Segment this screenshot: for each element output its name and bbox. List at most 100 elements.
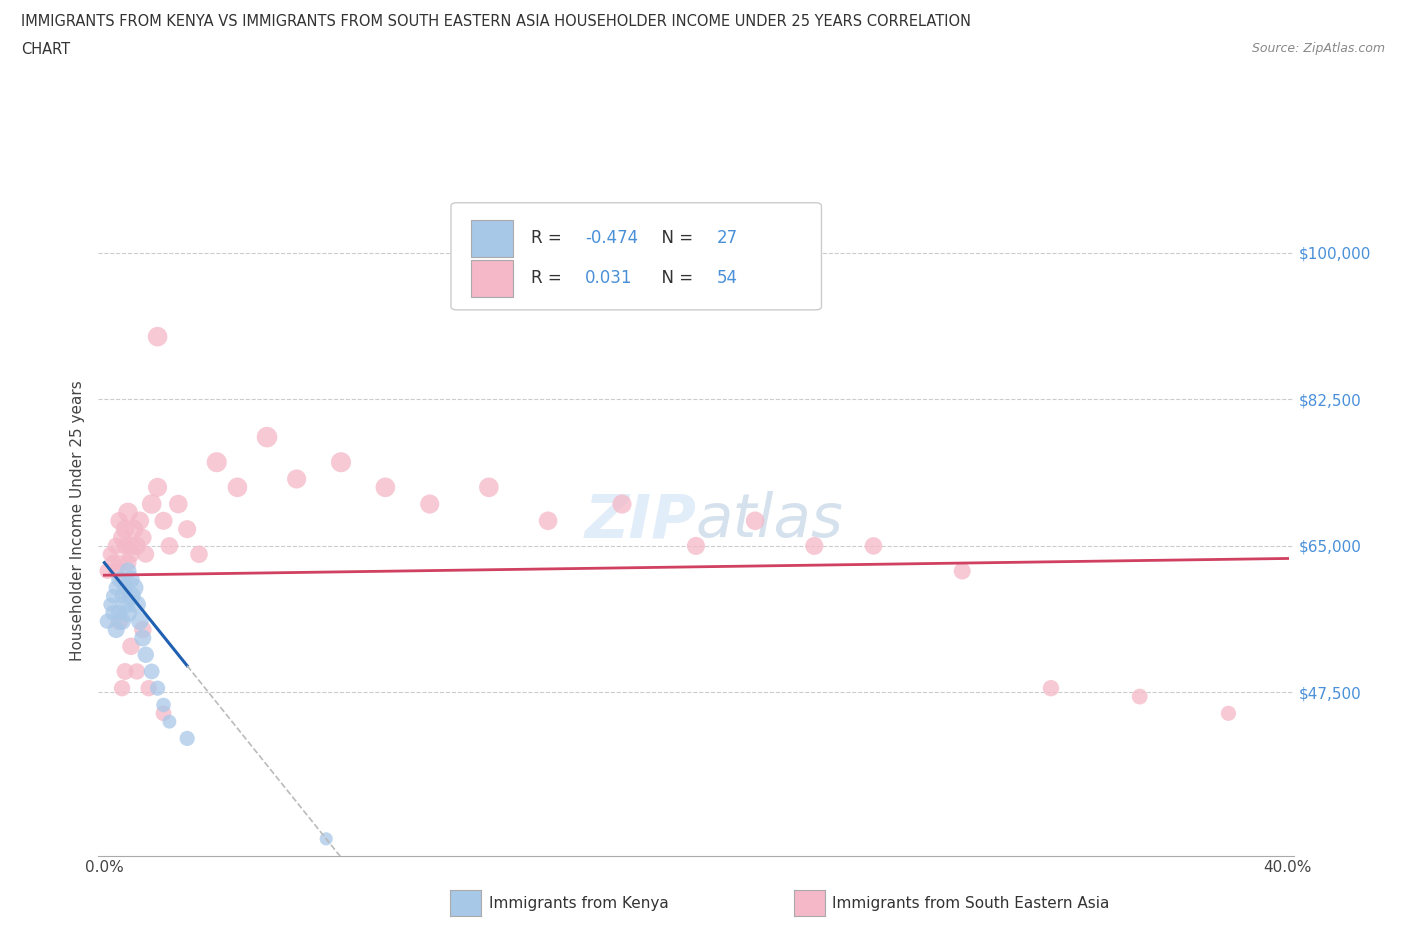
Point [117, 605, 139, 620]
Point [108, 572, 131, 587]
Point [98, 547, 121, 562]
Point [803, 538, 825, 553]
Point [146, 329, 169, 344]
Point [96, 564, 118, 578]
Point [132, 631, 155, 645]
Point [125, 597, 148, 612]
Point [138, 681, 160, 696]
Point [111, 530, 134, 545]
Text: Immigrants from South Eastern Asia: Immigrants from South Eastern Asia [832, 897, 1109, 911]
Point [132, 622, 155, 637]
Text: R =: R = [531, 270, 567, 287]
Point [950, 564, 973, 578]
Point [105, 622, 128, 637]
Point [117, 555, 139, 570]
Point [103, 589, 125, 604]
Y-axis label: Householder Income Under 25 years: Householder Income Under 25 years [69, 380, 84, 661]
Point [537, 513, 560, 528]
Text: 0.031: 0.031 [585, 270, 633, 287]
Point [167, 497, 190, 512]
Point [330, 455, 353, 470]
Point [1218, 706, 1240, 721]
Point [1039, 681, 1062, 696]
Point [111, 681, 134, 696]
Point [152, 698, 174, 712]
Point [111, 572, 134, 587]
Point [120, 547, 142, 562]
Point [103, 555, 125, 570]
Point [315, 831, 337, 846]
Point [125, 664, 148, 679]
Point [108, 614, 131, 629]
Point [478, 480, 501, 495]
Point [114, 664, 136, 679]
Point [128, 513, 150, 528]
Point [105, 538, 128, 553]
Text: CHART: CHART [21, 42, 70, 57]
Point [610, 497, 633, 512]
Point [152, 513, 174, 528]
Point [117, 505, 139, 520]
Point [374, 480, 396, 495]
Text: ZIP: ZIP [583, 491, 696, 551]
Point [108, 555, 131, 570]
Text: IMMIGRANTS FROM KENYA VS IMMIGRANTS FROM SOUTH EASTERN ASIA HOUSEHOLDER INCOME U: IMMIGRANTS FROM KENYA VS IMMIGRANTS FROM… [21, 14, 972, 29]
FancyBboxPatch shape [471, 260, 513, 297]
Point [114, 580, 136, 595]
Point [103, 605, 125, 620]
Point [157, 538, 180, 553]
Point [105, 564, 128, 578]
Point [120, 572, 142, 587]
Point [108, 605, 131, 620]
Point [125, 538, 148, 553]
Point [205, 455, 228, 470]
Point [135, 647, 157, 662]
Point [285, 472, 308, 486]
Point [1129, 689, 1152, 704]
Point [146, 480, 169, 495]
Point [96, 614, 118, 629]
Point [862, 538, 884, 553]
Point [744, 513, 766, 528]
Point [135, 547, 157, 562]
Text: atlas: atlas [696, 491, 844, 551]
Text: Source: ZipAtlas.com: Source: ZipAtlas.com [1251, 42, 1385, 55]
Point [141, 664, 163, 679]
Text: N =: N = [651, 229, 697, 247]
Point [685, 538, 707, 553]
Point [152, 706, 174, 721]
Point [122, 580, 145, 595]
Text: R =: R = [531, 229, 567, 247]
Point [226, 480, 249, 495]
Point [128, 614, 150, 629]
Text: N =: N = [651, 270, 697, 287]
Point [419, 497, 441, 512]
Point [176, 731, 198, 746]
Point [105, 580, 128, 595]
Point [120, 639, 142, 654]
Point [146, 681, 169, 696]
Point [188, 547, 211, 562]
Point [98, 597, 121, 612]
Point [108, 513, 131, 528]
Point [120, 589, 142, 604]
Text: 54: 54 [716, 270, 737, 287]
Text: Immigrants from Kenya: Immigrants from Kenya [489, 897, 669, 911]
Point [176, 522, 198, 537]
Point [117, 564, 139, 578]
Point [256, 430, 278, 445]
Point [157, 714, 180, 729]
Point [120, 538, 142, 553]
Point [111, 589, 134, 604]
Point [114, 538, 136, 553]
Text: -0.474: -0.474 [585, 229, 638, 247]
Point [111, 614, 134, 629]
Point [114, 597, 136, 612]
FancyBboxPatch shape [471, 219, 513, 257]
FancyBboxPatch shape [451, 203, 821, 310]
Point [122, 522, 145, 537]
Point [114, 522, 136, 537]
Text: 27: 27 [716, 229, 737, 247]
Point [141, 497, 163, 512]
Point [132, 530, 155, 545]
